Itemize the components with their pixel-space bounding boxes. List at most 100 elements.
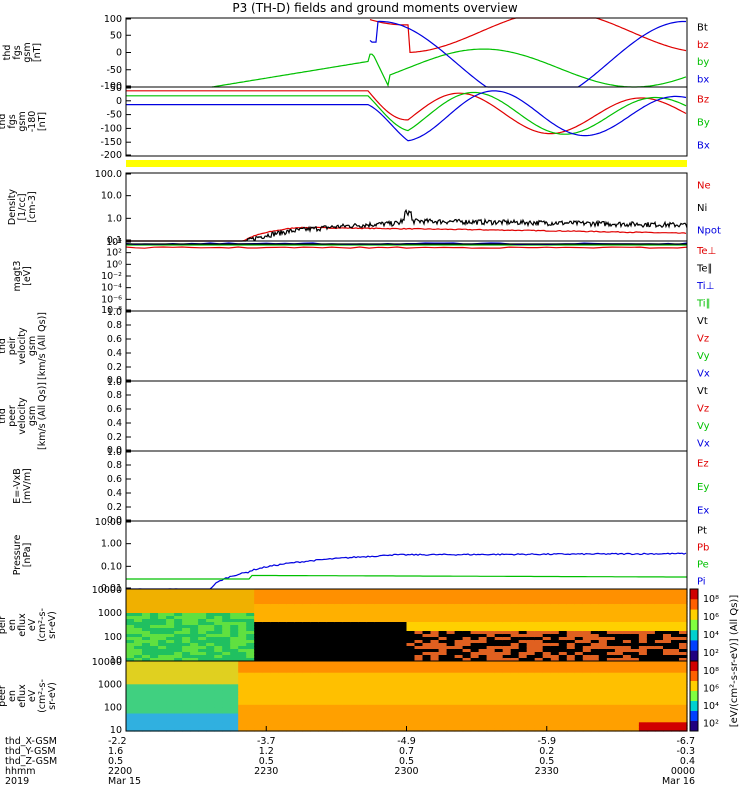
heat-cell	[430, 722, 440, 726]
heat-cell	[542, 658, 552, 662]
heat-cell	[598, 687, 608, 691]
heat-cell	[510, 669, 520, 674]
heat-cell	[638, 663, 648, 668]
heat-cell	[326, 663, 335, 668]
heat-cell	[462, 696, 472, 700]
heat-cell	[238, 690, 247, 694]
heat-cell	[630, 634, 640, 638]
heat-cell	[294, 595, 303, 599]
bz-line	[369, 17, 687, 54]
heat-cell	[246, 713, 255, 717]
heat-cell	[630, 693, 640, 697]
heat-cell	[606, 637, 616, 641]
heat-cell	[462, 652, 472, 656]
heat-cell	[174, 592, 183, 596]
heat-cell	[470, 631, 480, 635]
heat-cell	[582, 716, 592, 720]
heat-cell	[374, 589, 383, 593]
heat-cell	[414, 725, 424, 729]
heat-cell	[246, 684, 255, 688]
heat-cell	[486, 640, 496, 644]
heat-cell	[158, 710, 167, 715]
heat-cell	[214, 655, 223, 659]
heat-cell	[286, 663, 295, 668]
heat-cell	[606, 658, 616, 662]
heat-cell	[534, 725, 544, 729]
heat-cell	[126, 637, 135, 641]
heat-cell	[390, 690, 400, 694]
colorbar-segment	[690, 630, 698, 641]
heat-cell	[358, 649, 367, 653]
heat-cell	[254, 622, 263, 626]
heat-cell	[278, 669, 287, 674]
xaxis-value: -0.3	[676, 746, 695, 757]
heat-cell	[222, 652, 231, 656]
ytick-label: 10	[110, 655, 122, 666]
heat-cell	[238, 698, 247, 703]
heat-cell	[638, 649, 648, 653]
heat-cell	[126, 675, 135, 680]
heat-cell	[254, 610, 263, 614]
heat-cell	[566, 598, 576, 602]
heat-cell	[606, 666, 616, 671]
heat-cell	[663, 640, 672, 644]
heat-cell	[550, 690, 560, 694]
heat-cell	[230, 725, 239, 729]
heat-cell	[526, 658, 536, 662]
heat-cell	[454, 725, 464, 729]
heat-cell	[550, 669, 560, 674]
heat-cell	[654, 707, 664, 712]
heat-cell	[590, 722, 600, 726]
heat-cell	[358, 666, 367, 671]
heat-cell	[214, 652, 223, 656]
heat-cell	[286, 655, 295, 659]
heat-cell	[502, 707, 512, 712]
heat-cell	[494, 707, 504, 712]
heat-cell	[270, 696, 279, 700]
heat-cell	[286, 716, 295, 720]
heat-cell	[246, 661, 255, 665]
heat-cell	[390, 589, 400, 593]
heat-cell	[390, 666, 400, 671]
heat-cell	[478, 610, 488, 614]
heat-cell	[526, 728, 536, 732]
heat-cell	[671, 669, 680, 674]
heat-cell	[574, 649, 584, 653]
heat-cell	[278, 713, 287, 717]
heat-cell	[566, 719, 576, 723]
heat-cell	[671, 598, 680, 602]
heat-cell	[158, 634, 167, 638]
heat-cell	[446, 592, 456, 596]
heat-cell	[518, 652, 528, 656]
heat-cell	[502, 643, 512, 647]
heat-cell	[502, 592, 512, 596]
heat-cell	[526, 604, 536, 608]
heat-cell	[326, 619, 335, 623]
heat-cell	[198, 663, 207, 668]
heat-cell	[182, 690, 191, 694]
heat-cell	[238, 589, 247, 593]
heat-cell	[334, 661, 343, 665]
heat-cell	[462, 707, 472, 712]
heat-cell	[198, 666, 207, 671]
heat-cell	[446, 704, 456, 709]
heat-cell	[150, 637, 159, 641]
heat-cell	[622, 666, 632, 671]
heat-cell	[630, 613, 640, 617]
heat-cell	[302, 631, 311, 635]
heat-cell	[214, 663, 223, 668]
bx-line	[126, 90, 687, 142]
heat-cell	[206, 640, 215, 644]
heat-cell	[414, 637, 424, 641]
heat-cell	[302, 690, 311, 694]
heat-cell	[558, 687, 568, 691]
ytick-label: 10.00	[95, 517, 122, 528]
heat-cell	[350, 598, 359, 602]
heat-cell	[358, 687, 367, 691]
ni-line	[126, 208, 688, 242]
heat-cell	[582, 604, 592, 608]
heat-cell	[142, 675, 151, 680]
heat-cell	[454, 666, 464, 671]
heat-cell	[126, 707, 135, 712]
heat-cell	[286, 669, 295, 674]
